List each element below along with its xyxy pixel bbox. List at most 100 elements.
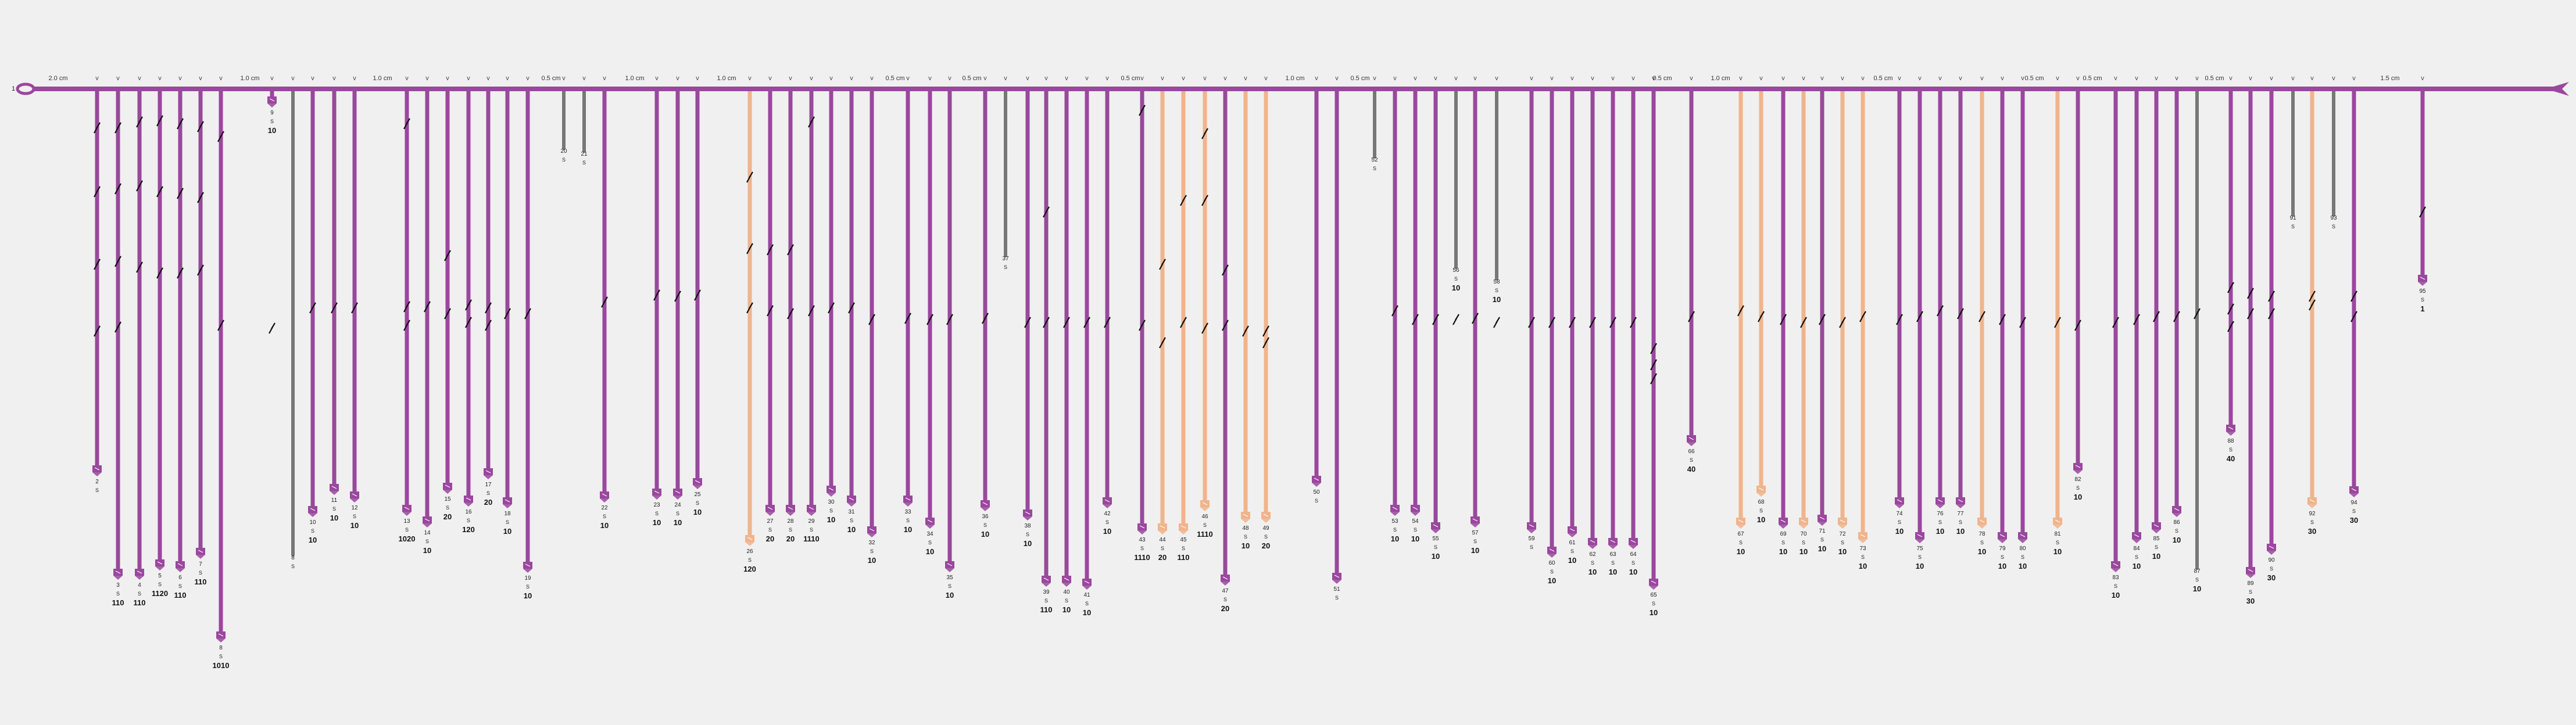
- branch-89[interactable]: 89 S 30: [2246, 88, 2255, 605]
- branch-72[interactable]: 72 S 10: [1838, 88, 1847, 556]
- branch-17[interactable]: 17 S 20: [484, 88, 493, 507]
- branch-32[interactable]: 32 S 10: [867, 88, 876, 565]
- branch-25[interactable]: 25 S 10: [693, 88, 702, 516]
- branch-15[interactable]: 15 S20: [443, 88, 452, 521]
- branch-73[interactable]: 73 S 10: [1858, 88, 1867, 570]
- branch-46[interactable]: 46 S 1110: [1197, 88, 1213, 539]
- branch-24[interactable]: 24 S 10: [673, 88, 682, 527]
- branch-8-gray[interactable]: 8S: [291, 88, 295, 569]
- branch-90[interactable]: 90 S30: [2267, 88, 2276, 582]
- branch-9[interactable]: 9 S 10: [267, 88, 277, 334]
- branch-40[interactable]: 40 S10: [1062, 88, 1071, 614]
- branch-42[interactable]: 42 S 10: [1103, 88, 1112, 536]
- branch-93[interactable]: 93 S: [2330, 88, 2337, 229]
- branch-count: 10: [600, 521, 609, 530]
- origin-node[interactable]: [16, 82, 35, 95]
- branch-95[interactable]: 95 S1: [2418, 88, 2427, 313]
- branch-94[interactable]: 94 S 30: [2349, 88, 2359, 525]
- branch-21[interactable]: 21 S: [581, 88, 588, 166]
- branch-85[interactable]: 85 S 10: [2152, 88, 2161, 561]
- branch-20[interactable]: 20 S: [560, 88, 567, 163]
- branch-75[interactable]: 75 S 10: [1915, 88, 1924, 570]
- branch-27[interactable]: 27 S20: [765, 88, 775, 543]
- branch-51[interactable]: 51 S: [1332, 88, 1341, 601]
- branch-67[interactable]: 67 S 10: [1736, 88, 1745, 556]
- branch-14[interactable]: 14 S 10: [423, 88, 432, 555]
- branch-49[interactable]: 49 S20: [1261, 88, 1271, 550]
- branch-28[interactable]: 28 S20: [786, 88, 795, 543]
- branch-80[interactable]: 80 S 10: [2018, 88, 2027, 570]
- branch-68[interactable]: 68 S10: [1756, 88, 1766, 524]
- branch-33[interactable]: 33 S 10: [903, 88, 913, 534]
- branch-43[interactable]: 43 S 1110: [1134, 88, 1150, 562]
- branch-47[interactable]: 47 S 20: [1221, 88, 1230, 613]
- branch-88[interactable]: 88 S40: [2226, 88, 2235, 463]
- break-mark: [1262, 337, 1269, 349]
- branch-10[interactable]: 10 S 10: [308, 88, 317, 544]
- branch-6[interactable]: 6 S 110: [174, 88, 187, 600]
- branch-38[interactable]: 38 S 10: [1023, 88, 1032, 548]
- branch-41[interactable]: 41 S 10: [1082, 88, 1092, 617]
- branch-35[interactable]: 35 S 10: [945, 88, 954, 600]
- branch-2[interactable]: 2S: [92, 88, 102, 493]
- branch-44[interactable]: 44 S 20: [1158, 88, 1167, 562]
- branch-86[interactable]: 86 S 10: [2172, 88, 2181, 544]
- branch-58[interactable]: 58 S 10: [1493, 88, 1501, 328]
- branch-26[interactable]: 26 S 120: [743, 88, 756, 573]
- branch-76[interactable]: 76 S 10: [1935, 88, 1945, 536]
- branch-77[interactable]: 77 S 10: [1956, 88, 1965, 536]
- tick-marker: v: [870, 75, 874, 82]
- branch-36[interactable]: 36 S 10: [981, 88, 990, 539]
- branch-70[interactable]: 70 S 10: [1799, 88, 1808, 556]
- branch-84[interactable]: 84 S 10: [2132, 88, 2141, 570]
- branch-56[interactable]: 56 S10: [1452, 88, 1460, 325]
- branch-45[interactable]: 45 S 110: [1178, 88, 1190, 562]
- branch-92[interactable]: 92 S 30: [2307, 88, 2317, 536]
- branch-57[interactable]: 57 S 10: [1471, 88, 1480, 555]
- branch-81[interactable]: 81 S 10: [2053, 88, 2062, 556]
- branch-12[interactable]: 12 S 10: [350, 88, 359, 530]
- branch-5[interactable]: 5 S 1120: [152, 88, 168, 598]
- branch-60[interactable]: 60 S10: [1547, 88, 1557, 585]
- branch-74[interactable]: 74 S 10: [1895, 88, 1904, 536]
- branch-62[interactable]: 62 S 10: [1588, 88, 1597, 576]
- branch-64[interactable]: 64 S 10: [1629, 88, 1638, 576]
- branch-8[interactable]: 8 S 1010: [213, 88, 230, 670]
- branch-63[interactable]: 63 S 10: [1608, 88, 1618, 576]
- branch-78[interactable]: 78 S 10: [1977, 88, 1987, 556]
- branch-87[interactable]: 87 S10: [2193, 88, 2201, 593]
- branch-91[interactable]: 91 S: [2289, 88, 2296, 229]
- branch-66[interactable]: 66 S 40: [1687, 88, 1696, 473]
- branch-30[interactable]: 30 S10: [827, 88, 836, 524]
- branch-50[interactable]: 50 S: [1312, 88, 1321, 504]
- branch-59[interactable]: 59 S: [1527, 88, 1536, 550]
- branch-79[interactable]: 79 S 10: [1998, 88, 2007, 570]
- branch-71[interactable]: 71 S10: [1817, 88, 1827, 553]
- branch-48[interactable]: 48 S10: [1241, 88, 1250, 550]
- branch-16[interactable]: 16 S 120: [462, 88, 475, 534]
- branch-53[interactable]: 53 S10: [1390, 88, 1400, 543]
- branch-69[interactable]: 69 S 10: [1779, 88, 1788, 556]
- branch-22[interactable]: 22 S 10: [600, 88, 609, 530]
- branch-83[interactable]: 83 S 10: [2111, 88, 2120, 600]
- branch-19[interactable]: 19 S10: [523, 88, 532, 600]
- branch-11[interactable]: 11 S 10: [330, 88, 339, 522]
- branch-34[interactable]: 34 S 10: [925, 88, 935, 556]
- branch-61[interactable]: 61 S 10: [1568, 88, 1577, 565]
- branch-65[interactable]: 65 S 10: [1649, 88, 1658, 617]
- branch-54[interactable]: 54 S10: [1411, 88, 1420, 543]
- branch-52[interactable]: 52 S: [1371, 88, 1378, 171]
- branch-37[interactable]: 37 S: [1002, 88, 1009, 270]
- branch-82[interactable]: 82 S 10: [2073, 88, 2083, 501]
- branch-18[interactable]: 18 S 10: [503, 88, 512, 536]
- branch-31[interactable]: 31 S 10: [847, 88, 856, 534]
- branch-55[interactable]: 55 S 10: [1431, 88, 1440, 561]
- terminal-node-tail: [1799, 525, 1808, 529]
- branch-23[interactable]: 23 S 10: [652, 88, 661, 527]
